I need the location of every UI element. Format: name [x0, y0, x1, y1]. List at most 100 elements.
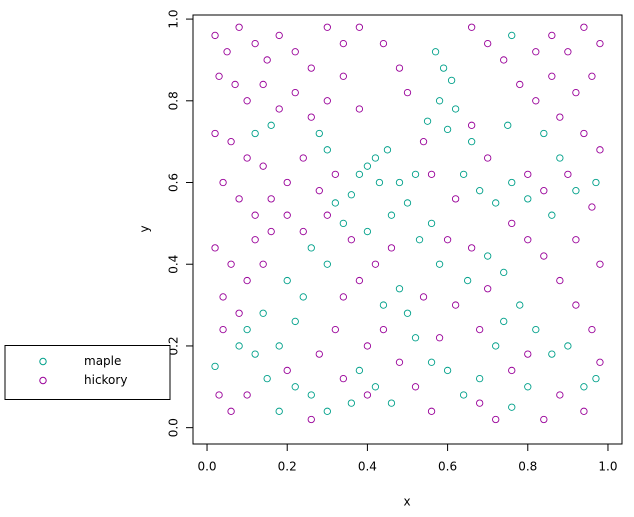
point: [572, 88, 580, 97]
point: [451, 195, 460, 203]
point: [363, 227, 372, 236]
point: [267, 121, 275, 129]
legend-marker: [39, 376, 47, 385]
point: [516, 80, 524, 89]
point: [291, 383, 299, 391]
point: [283, 276, 291, 285]
point: [467, 138, 476, 146]
point: [251, 129, 259, 138]
point: [227, 138, 235, 146]
point: [435, 97, 444, 105]
point: [223, 48, 231, 56]
point: [323, 211, 331, 219]
point: [339, 72, 348, 80]
point: [331, 325, 339, 334]
point: [572, 187, 580, 195]
x-axis-label: x: [403, 495, 410, 509]
point: [371, 260, 380, 268]
point: [299, 227, 307, 236]
point: [211, 129, 219, 138]
point: [516, 301, 524, 309]
point: [508, 31, 516, 40]
point: [592, 374, 600, 383]
point: [459, 170, 468, 178]
point: [263, 374, 271, 383]
point: [532, 97, 540, 105]
point: [411, 334, 420, 342]
point: [447, 76, 456, 85]
point: [259, 260, 267, 268]
x-tick-label: 0.2: [278, 460, 297, 474]
point: [500, 268, 508, 277]
point: [283, 178, 291, 187]
point: [227, 260, 235, 268]
point: [235, 195, 243, 203]
point: [243, 325, 251, 334]
point: [315, 350, 323, 358]
point: [427, 219, 436, 228]
point: [235, 342, 243, 350]
point: [588, 72, 596, 80]
point: [540, 187, 548, 195]
point: [427, 170, 436, 178]
point: [467, 244, 476, 252]
point: [371, 383, 380, 391]
point: [299, 293, 307, 301]
point: [331, 170, 339, 178]
point: [492, 342, 500, 350]
point: [476, 187, 484, 195]
point: [347, 191, 356, 199]
point: [307, 64, 315, 72]
legend-label: hickory: [84, 373, 127, 387]
point: [339, 293, 348, 301]
point: [231, 80, 239, 89]
point: [339, 219, 348, 228]
y-tick-label: 0.0: [167, 418, 181, 437]
point: [564, 342, 572, 350]
x-tick-label: 1.0: [598, 460, 617, 474]
point: [463, 276, 472, 285]
point: [508, 366, 516, 375]
point: [411, 383, 420, 391]
point: [556, 276, 564, 285]
point: [508, 403, 516, 411]
point: [423, 117, 432, 125]
point: [387, 399, 396, 407]
point: [243, 97, 251, 105]
point: [467, 121, 476, 129]
point: [275, 31, 283, 40]
point: [427, 407, 436, 415]
point: [419, 293, 428, 301]
point: [251, 211, 259, 219]
point: [323, 97, 331, 105]
point: [243, 276, 251, 285]
point: [580, 129, 588, 138]
point: [219, 178, 227, 187]
legend-box: [4, 345, 171, 400]
point: [235, 23, 243, 31]
point: [484, 154, 492, 162]
point: [251, 236, 259, 244]
y-axis-label: y: [138, 225, 152, 232]
point: [596, 260, 604, 268]
point: [548, 72, 556, 80]
point: [259, 162, 267, 170]
point: [275, 342, 283, 350]
point: [532, 48, 540, 56]
point: [524, 170, 532, 178]
point: [548, 31, 556, 40]
point: [323, 23, 331, 31]
point: [263, 56, 271, 64]
point: [379, 39, 388, 48]
point: [355, 366, 364, 375]
point: [508, 219, 516, 228]
point: [315, 187, 323, 195]
point: [556, 391, 564, 399]
point: [251, 39, 259, 48]
point: [275, 105, 283, 113]
point: [259, 80, 267, 89]
point: [339, 374, 348, 383]
point: [323, 260, 331, 268]
point: [524, 195, 532, 203]
point: [275, 407, 283, 415]
